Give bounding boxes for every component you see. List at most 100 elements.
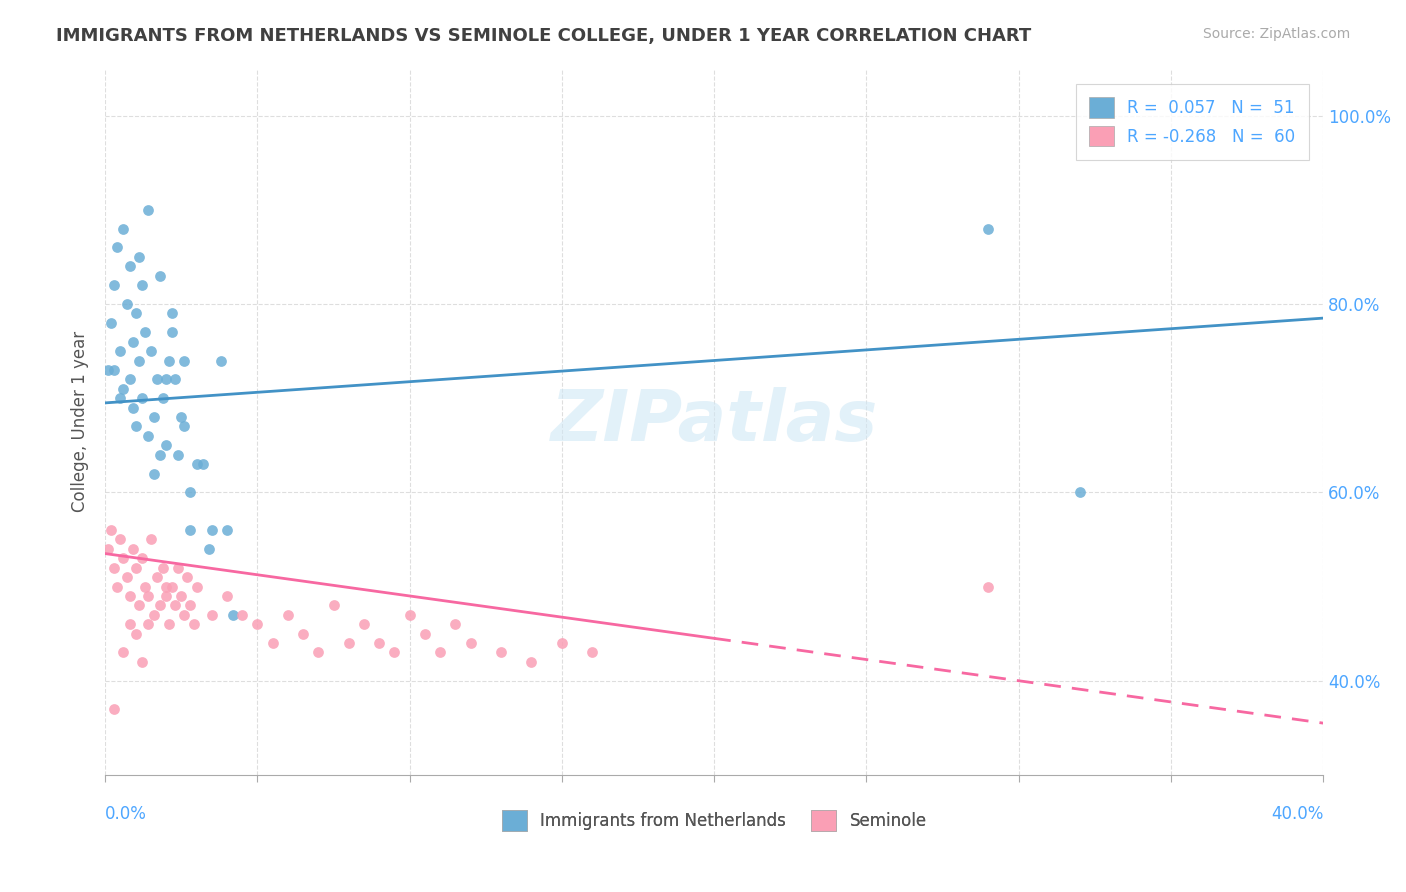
Point [165, 372, 187, 386]
Point [128, 599, 150, 613]
Point [353, 617, 375, 632]
Point [155, 372, 177, 386]
Point [131, 278, 153, 293]
Point [103, 363, 125, 377]
Point [136, 589, 159, 603]
Point [136, 617, 159, 632]
Point [100, 316, 122, 330]
Point [322, 599, 344, 613]
Point [262, 636, 284, 650]
Point [173, 607, 195, 622]
Point [460, 636, 482, 650]
Point [170, 410, 193, 425]
Point [146, 372, 169, 386]
Point [155, 438, 177, 452]
Point [186, 457, 208, 471]
Point [368, 636, 391, 650]
Point [118, 372, 141, 386]
Point [977, 580, 1000, 594]
Point [149, 268, 172, 283]
Point [444, 617, 467, 632]
Point [191, 457, 214, 471]
Point [215, 589, 238, 603]
Point [128, 250, 150, 264]
Point [179, 599, 201, 613]
Point [155, 580, 177, 594]
Point [292, 626, 315, 640]
Point [136, 429, 159, 443]
Point [167, 560, 190, 574]
Point [131, 551, 153, 566]
Point [103, 702, 125, 716]
Point [112, 645, 135, 659]
Point [176, 570, 198, 584]
Point [103, 278, 125, 293]
Point [142, 410, 165, 425]
Point [165, 599, 187, 613]
Point [209, 353, 232, 368]
Point [277, 607, 299, 622]
Point [489, 645, 512, 659]
Point [146, 570, 169, 584]
Point [124, 419, 146, 434]
Point [429, 645, 451, 659]
Point [110, 344, 132, 359]
Point [307, 645, 329, 659]
Point [157, 617, 180, 632]
Point [142, 607, 165, 622]
Point [581, 645, 603, 659]
Point [149, 599, 172, 613]
Point [173, 353, 195, 368]
Point [179, 485, 201, 500]
Point [977, 221, 1000, 235]
Point [128, 353, 150, 368]
Point [183, 617, 205, 632]
Point [201, 523, 224, 537]
Point [152, 560, 174, 574]
Point [124, 560, 146, 574]
Point [112, 551, 135, 566]
Point [160, 306, 183, 320]
Text: ZIPatlas: ZIPatlas [551, 387, 877, 456]
Point [118, 617, 141, 632]
Y-axis label: College, Under 1 year: College, Under 1 year [72, 331, 89, 512]
Point [160, 325, 183, 339]
Point [118, 589, 141, 603]
Point [384, 645, 406, 659]
Point [121, 541, 143, 556]
Point [134, 580, 156, 594]
Point [103, 560, 125, 574]
Point [152, 391, 174, 405]
Point [134, 325, 156, 339]
Point [398, 607, 420, 622]
Text: Source: ZipAtlas.com: Source: ZipAtlas.com [1202, 27, 1350, 41]
Point [105, 580, 128, 594]
Point [131, 391, 153, 405]
Point [231, 607, 253, 622]
Text: 0.0%: 0.0% [105, 805, 148, 823]
Point [112, 382, 135, 396]
Point [337, 636, 360, 650]
Point [197, 541, 219, 556]
Point [118, 260, 141, 274]
Point [100, 523, 122, 537]
Point [110, 391, 132, 405]
Point [201, 607, 224, 622]
Point [215, 523, 238, 537]
Point [1069, 485, 1091, 500]
Point [121, 401, 143, 415]
Point [246, 617, 269, 632]
Point [173, 419, 195, 434]
Point [124, 626, 146, 640]
Legend: Immigrants from Netherlands, Seminole: Immigrants from Netherlands, Seminole [495, 804, 934, 838]
Point [136, 202, 159, 217]
Point [170, 589, 193, 603]
Text: IMMIGRANTS FROM NETHERLANDS VS SEMINOLE COLLEGE, UNDER 1 YEAR CORRELATION CHART: IMMIGRANTS FROM NETHERLANDS VS SEMINOLE … [56, 27, 1032, 45]
Point [142, 467, 165, 481]
Point [124, 306, 146, 320]
Point [413, 626, 436, 640]
Point [551, 636, 574, 650]
Point [139, 533, 162, 547]
Point [149, 448, 172, 462]
Point [131, 655, 153, 669]
